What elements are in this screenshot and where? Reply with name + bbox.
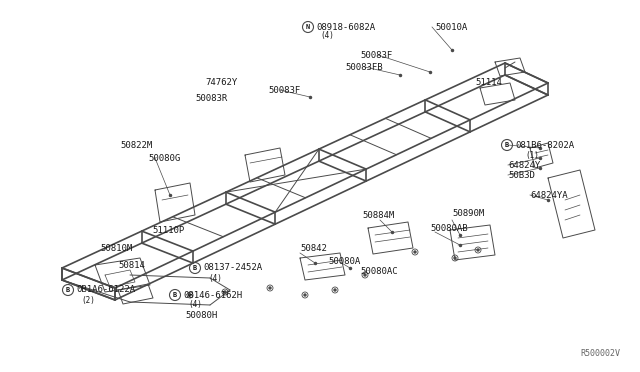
Text: 50810M: 50810M	[100, 244, 132, 253]
Text: (4): (4)	[320, 31, 334, 39]
Text: 08146-6162H: 08146-6162H	[183, 291, 242, 299]
Text: 0B1A6-6122A: 0B1A6-6122A	[76, 285, 135, 295]
Text: 50814: 50814	[118, 260, 145, 269]
Circle shape	[334, 289, 336, 291]
Circle shape	[224, 291, 226, 293]
Text: (4): (4)	[188, 301, 202, 310]
Text: 50083F: 50083F	[360, 51, 392, 60]
Text: 50080H: 50080H	[185, 311, 217, 320]
Text: B: B	[193, 265, 197, 271]
Text: (1): (1)	[525, 151, 539, 160]
Text: 50080AB: 50080AB	[430, 224, 468, 232]
Text: B: B	[66, 287, 70, 293]
Circle shape	[477, 249, 479, 251]
Text: 51110P: 51110P	[152, 225, 184, 234]
Text: 51114: 51114	[475, 77, 502, 87]
Text: R500002V: R500002V	[580, 349, 620, 358]
Text: 64824YA: 64824YA	[530, 190, 568, 199]
Text: B: B	[505, 142, 509, 148]
Circle shape	[454, 257, 456, 259]
Text: 50890M: 50890M	[452, 208, 484, 218]
Text: 08137-2452A: 08137-2452A	[203, 263, 262, 273]
Circle shape	[364, 274, 366, 276]
Text: 64824Y: 64824Y	[508, 160, 540, 170]
Text: 50080A: 50080A	[328, 257, 360, 266]
Text: 50080G: 50080G	[148, 154, 180, 163]
Circle shape	[414, 251, 416, 253]
Text: 50822M: 50822M	[120, 141, 152, 150]
Circle shape	[189, 294, 191, 296]
Text: 50010A: 50010A	[435, 22, 467, 32]
Text: B: B	[173, 292, 177, 298]
Text: 74762Y: 74762Y	[205, 77, 237, 87]
Text: 50083FB: 50083FB	[345, 62, 383, 71]
Text: 50884M: 50884M	[362, 211, 394, 219]
Text: 50842: 50842	[300, 244, 327, 253]
Text: 50083R: 50083R	[195, 93, 227, 103]
Text: 50080AC: 50080AC	[360, 267, 397, 276]
Text: N: N	[306, 24, 310, 30]
Text: 08918-6082A: 08918-6082A	[316, 22, 375, 32]
Text: 50B3D: 50B3D	[508, 170, 535, 180]
Text: (4): (4)	[208, 273, 222, 282]
Text: (2): (2)	[81, 295, 95, 305]
Circle shape	[269, 287, 271, 289]
Circle shape	[304, 294, 306, 296]
Text: 50083F: 50083F	[268, 86, 300, 94]
Text: 081B6-8202A: 081B6-8202A	[515, 141, 574, 150]
